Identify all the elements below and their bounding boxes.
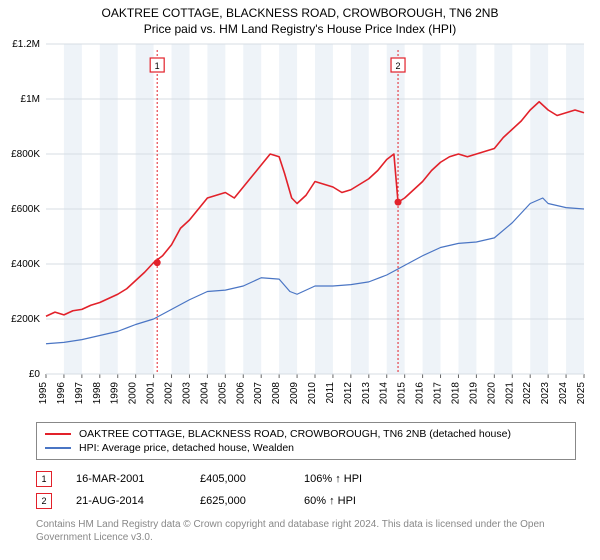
event-marker: 2 [36, 493, 52, 509]
svg-text:2021: 2021 [504, 382, 515, 405]
legend-item: OAKTREE COTTAGE, BLACKNESS ROAD, CROWBOR… [45, 427, 567, 441]
event-marker: 1 [36, 471, 52, 487]
event-pct: 60% ↑ HPI [304, 495, 404, 507]
svg-text:2000: 2000 [128, 382, 139, 405]
svg-text:2: 2 [396, 61, 401, 71]
legend-label: OAKTREE COTTAGE, BLACKNESS ROAD, CROWBOR… [79, 428, 511, 440]
svg-text:2003: 2003 [181, 382, 192, 405]
chart-title-line2: Price paid vs. HM Land Registry's House … [0, 22, 600, 36]
svg-text:2025: 2025 [576, 382, 587, 405]
svg-text:2017: 2017 [433, 382, 444, 405]
svg-text:2014: 2014 [379, 382, 390, 405]
event-price: £625,000 [200, 495, 280, 507]
event-price: £405,000 [200, 473, 280, 485]
svg-text:2008: 2008 [271, 382, 282, 405]
svg-text:2013: 2013 [361, 382, 372, 405]
legend-swatch [45, 447, 71, 449]
footnote: Contains HM Land Registry data © Crown c… [36, 518, 576, 544]
svg-text:2022: 2022 [522, 382, 533, 405]
legend-swatch [45, 433, 71, 435]
svg-text:£400K: £400K [11, 259, 40, 270]
svg-text:1997: 1997 [74, 382, 85, 405]
svg-text:2005: 2005 [217, 382, 228, 405]
svg-text:1: 1 [155, 61, 160, 71]
svg-text:1995: 1995 [38, 382, 49, 405]
legend-label: HPI: Average price, detached house, Weal… [79, 442, 294, 454]
svg-text:2009: 2009 [289, 382, 300, 405]
svg-text:£800K: £800K [11, 149, 40, 160]
svg-text:£200K: £200K [11, 314, 40, 325]
svg-text:2010: 2010 [307, 382, 318, 405]
event-pct: 106% ↑ HPI [304, 473, 404, 485]
svg-text:£1.2M: £1.2M [12, 39, 40, 50]
event-row: 1 16-MAR-2001 £405,000 106% ↑ HPI [36, 468, 576, 490]
svg-text:£1M: £1M [21, 94, 40, 105]
svg-text:1999: 1999 [110, 382, 121, 405]
svg-text:2007: 2007 [253, 382, 264, 405]
svg-text:2004: 2004 [199, 382, 210, 405]
event-date: 16-MAR-2001 [76, 473, 176, 485]
svg-text:£600K: £600K [11, 204, 40, 215]
svg-text:2024: 2024 [558, 382, 569, 405]
legend: OAKTREE COTTAGE, BLACKNESS ROAD, CROWBOR… [36, 422, 576, 460]
chart-title-block: OAKTREE COTTAGE, BLACKNESS ROAD, CROWBOR… [0, 0, 600, 38]
svg-text:2006: 2006 [235, 382, 246, 405]
svg-text:2001: 2001 [146, 382, 157, 405]
line-chart: £0 £200K £400K £600K £800K £1M £1.2M 1995 1996 19… [0, 38, 600, 418]
svg-text:2012: 2012 [343, 382, 354, 405]
svg-text:£0: £0 [29, 369, 41, 380]
svg-text:2016: 2016 [415, 382, 426, 405]
svg-text:1998: 1998 [92, 382, 103, 405]
svg-text:2011: 2011 [325, 382, 336, 404]
event-date: 21-AUG-2014 [76, 495, 176, 507]
legend-item: HPI: Average price, detached house, Weal… [45, 441, 567, 455]
event-row: 2 21-AUG-2014 £625,000 60% ↑ HPI [36, 490, 576, 512]
svg-text:2002: 2002 [164, 382, 175, 405]
chart-container: £0 £200K £400K £600K £800K £1M £1.2M 1995 1996 19… [0, 38, 600, 418]
svg-text:2019: 2019 [468, 382, 479, 405]
chart-title-line1: OAKTREE COTTAGE, BLACKNESS ROAD, CROWBOR… [0, 6, 600, 20]
svg-text:2023: 2023 [540, 382, 551, 405]
svg-text:2015: 2015 [397, 382, 408, 405]
svg-text:1996: 1996 [56, 382, 67, 405]
svg-text:2020: 2020 [486, 382, 497, 405]
event-list: 1 16-MAR-2001 £405,000 106% ↑ HPI 2 21-AUG-20… [36, 468, 576, 512]
svg-text:2018: 2018 [450, 382, 461, 405]
